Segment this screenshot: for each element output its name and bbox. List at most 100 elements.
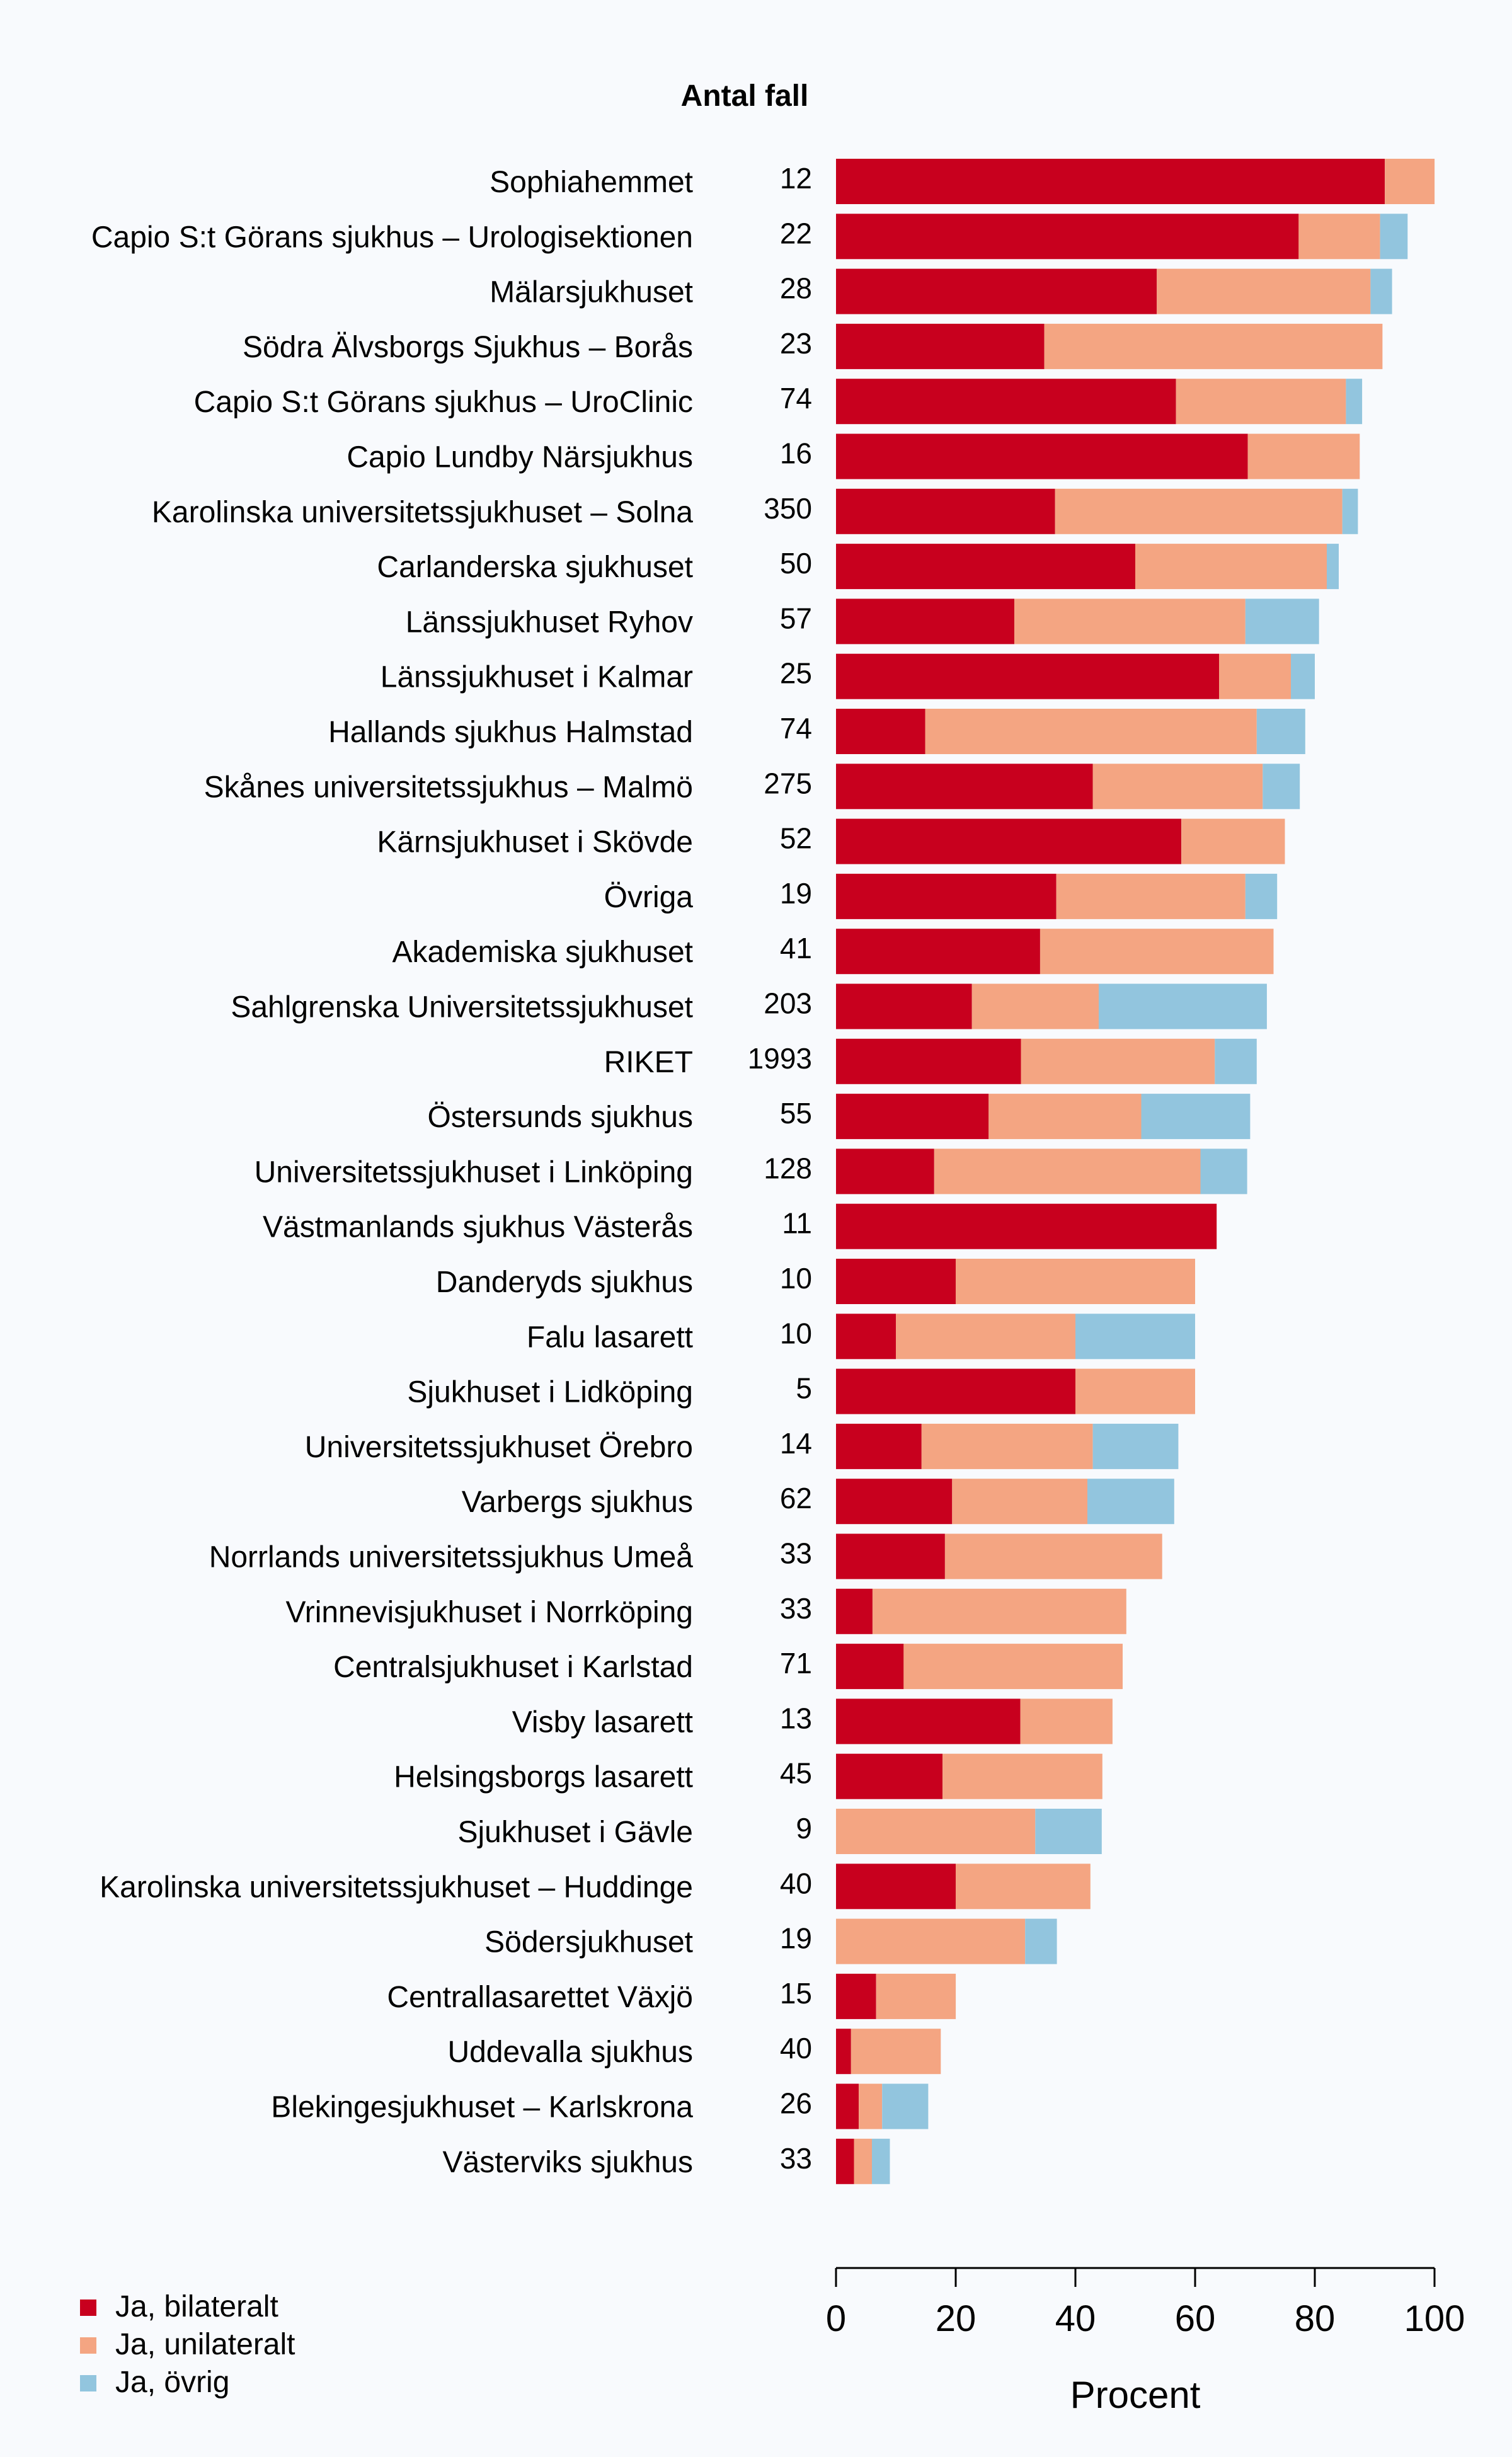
category-label: Karolinska universitetssjukhuset – Huddi… xyxy=(100,1870,693,1904)
legend-item: Ja, övrig xyxy=(80,2366,229,2399)
category-label: Sahlgrenska Universitetssjukhuset xyxy=(231,991,693,1024)
bar-segment-bilateral xyxy=(836,379,1176,425)
bar-segment-unilateral xyxy=(850,2029,941,2075)
bar-row: Länssjukhuset i Kalmar 25 xyxy=(381,653,1315,699)
bar-segment-bilateral xyxy=(836,1479,953,1525)
bar-segment-bilateral xyxy=(836,544,1135,590)
legend-label: Ja, övrig xyxy=(115,2366,229,2399)
x-tick-label: 20 xyxy=(936,2298,976,2339)
bar-row: Skånes universitetssjukhus – Malmö 275 xyxy=(204,764,1300,810)
bar-row: Norrlands universitetssjukhus Umeå 33 xyxy=(209,1533,1162,1579)
count-label: 1993 xyxy=(748,1042,812,1075)
count-label: 62 xyxy=(780,1482,812,1515)
bar-segment-bilateral xyxy=(836,598,1015,644)
count-label: 74 xyxy=(780,712,812,745)
legend-swatch xyxy=(80,2300,96,2316)
bar-segment-unilateral xyxy=(1092,764,1263,810)
count-label: 74 xyxy=(780,382,812,415)
bar-segment-other xyxy=(882,2083,929,2129)
bar-segment-unilateral xyxy=(942,1753,1102,1799)
bar-row: Capio S:t Görans sjukhus – UroClinic 74 xyxy=(194,379,1363,425)
bar-row: Övriga 19 xyxy=(604,873,1278,919)
bar-row: Karolinska universitetssjukhuset – Solna… xyxy=(152,488,1358,534)
bar-row: Akademiska sjukhuset 41 xyxy=(392,929,1274,975)
bar-segment-unilateral xyxy=(952,1479,1087,1525)
count-label: 33 xyxy=(780,1592,812,1625)
bar-segment-unilateral xyxy=(836,1809,1036,1854)
bar-segment-bilateral xyxy=(836,1148,934,1194)
count-label: 25 xyxy=(780,657,812,690)
bar-segment-unilateral xyxy=(988,1094,1142,1140)
legend-label: Ja, unilateralt xyxy=(115,2328,295,2361)
bar-segment-bilateral xyxy=(836,1259,956,1304)
legend-swatch xyxy=(80,2337,96,2354)
count-label: 23 xyxy=(780,327,812,360)
category-label: Uddevalla sjukhus xyxy=(447,2036,693,2069)
legend-label: Ja, bilateralt xyxy=(115,2290,278,2323)
count-label: 57 xyxy=(780,602,812,634)
bar-row: Capio S:t Görans sjukhus – Urologisektio… xyxy=(91,214,1408,260)
category-label: Universitetssjukhuset i Linköping xyxy=(255,1155,693,1189)
bar-segment-other xyxy=(1245,598,1319,644)
bar-row: Vrinnevisjukhuset i Norrköping 33 xyxy=(285,1588,1126,1634)
bar-row: Universitetssjukhuset Örebro 14 xyxy=(305,1423,1179,1469)
bar-segment-bilateral xyxy=(836,433,1248,479)
category-label: Centrallasarettet Växjö xyxy=(387,1981,693,2014)
count-label: 41 xyxy=(780,932,812,965)
bar-segment-bilateral xyxy=(836,1753,943,1799)
bar-segment-unilateral xyxy=(1135,544,1327,590)
category-label: Capio S:t Görans sjukhus – Urologisektio… xyxy=(91,220,693,254)
count-label: 12 xyxy=(780,162,812,195)
bar-segment-other xyxy=(1200,1148,1247,1194)
category-label: Norrlands universitetssjukhus Umeå xyxy=(209,1541,694,1574)
category-label: Akademiska sjukhuset xyxy=(392,936,693,969)
count-label: 16 xyxy=(780,437,812,470)
count-label: 40 xyxy=(780,2032,812,2065)
x-tick-label: 100 xyxy=(1404,2298,1465,2339)
category-label: RIKET xyxy=(604,1046,693,1079)
category-label: Sjukhuset i Gävle xyxy=(457,1816,693,1849)
count-label: 203 xyxy=(764,987,812,1020)
count-label: 350 xyxy=(764,492,812,525)
bar-row: Falu lasarett 10 xyxy=(527,1314,1195,1360)
bar-row: Västmanlands sjukhus Västerås 11 xyxy=(263,1203,1217,1249)
count-label: 128 xyxy=(764,1152,812,1184)
count-label: 50 xyxy=(780,547,812,580)
count-label: 40 xyxy=(780,1867,812,1899)
bar-row: Sjukhuset i Lidköping 5 xyxy=(407,1368,1195,1414)
x-tick-label: 40 xyxy=(1055,2298,1096,2339)
bar-segment-unilateral xyxy=(859,2083,883,2129)
bar-row: Södersjukhuset 19 xyxy=(484,1918,1057,1964)
bar-segment-bilateral xyxy=(836,1314,896,1360)
category-label: Västerviks sjukhus xyxy=(443,2146,693,2179)
category-label: Skånes universitetssjukhus – Malmö xyxy=(204,770,693,804)
bar-segment-unilateral xyxy=(876,1973,956,2019)
count-label: 22 xyxy=(780,217,812,249)
bar-segment-bilateral xyxy=(836,214,1299,260)
bar-segment-unilateral xyxy=(1021,1038,1215,1084)
legend-swatch xyxy=(80,2375,96,2391)
bar-segment-bilateral xyxy=(836,1203,1217,1249)
legend-item: Ja, bilateralt xyxy=(80,2290,278,2323)
count-label: 14 xyxy=(780,1427,812,1460)
bar-segment-bilateral xyxy=(836,1864,956,1910)
count-label: 71 xyxy=(780,1647,812,1680)
bar-row: Kärnsjukhuset i Skövde 52 xyxy=(377,818,1285,864)
bar-row: Hallands sjukhus Halmstad 74 xyxy=(328,709,1305,754)
count-label: 11 xyxy=(782,1207,812,1240)
bar-row: Sahlgrenska Universitetssjukhuset 203 xyxy=(231,983,1267,1029)
bar-row: Helsingsborgs lasarett 45 xyxy=(394,1753,1102,1799)
x-axis-title: Procent xyxy=(1070,2374,1201,2416)
count-label: 33 xyxy=(780,1537,812,1570)
bar-row: Södra Älvsborgs Sjukhus – Borås 23 xyxy=(243,323,1383,369)
category-label: Länssjukhuset Ryhov xyxy=(406,605,693,639)
bar-segment-other xyxy=(1380,214,1408,260)
bar-segment-unilateral xyxy=(956,1864,1091,1910)
bar-segment-unilateral xyxy=(956,1259,1195,1304)
bar-segment-unilateral xyxy=(1056,873,1246,919)
count-label: 9 xyxy=(796,1812,812,1845)
bar-segment-other xyxy=(1215,1038,1257,1084)
bar-segment-bilateral xyxy=(836,1588,873,1634)
category-label: Blekingesjukhuset – Karlskrona xyxy=(271,2091,693,2124)
